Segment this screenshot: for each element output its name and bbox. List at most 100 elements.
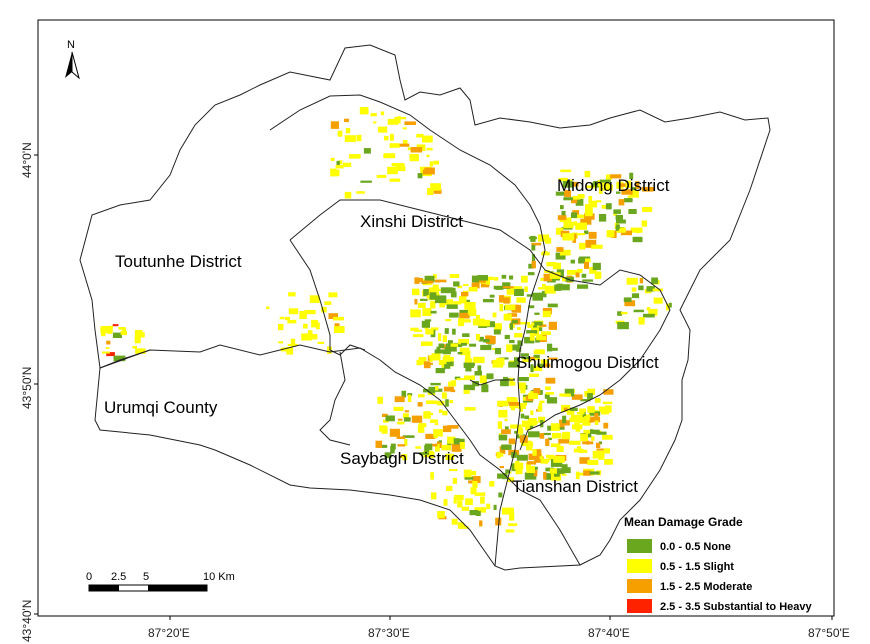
damage-patch xyxy=(534,312,540,315)
damage-patch xyxy=(564,388,575,397)
damage-patch xyxy=(516,297,526,303)
damage-patch xyxy=(474,492,486,496)
damage-patch xyxy=(438,343,445,349)
damage-patch xyxy=(602,401,613,404)
damage-patch xyxy=(448,381,453,387)
damage-patch xyxy=(288,308,299,315)
damage-patch xyxy=(376,174,387,178)
svg-text:0: 0 xyxy=(86,571,92,583)
damage-patch xyxy=(433,160,439,165)
damage-patch xyxy=(527,418,537,426)
damage-patches xyxy=(100,107,672,533)
damage-patch xyxy=(591,244,603,249)
damage-patch xyxy=(554,471,560,477)
damage-patch xyxy=(578,472,589,476)
damage-patch xyxy=(418,357,427,365)
damage-patch xyxy=(568,407,578,411)
damage-patch xyxy=(425,433,436,439)
damage-patch xyxy=(648,308,658,316)
damage-patch xyxy=(577,194,585,199)
damage-patch xyxy=(668,302,672,308)
damage-patch xyxy=(629,190,639,198)
damage-patch xyxy=(478,325,487,328)
damage-patch xyxy=(363,148,371,154)
damage-patch xyxy=(532,292,543,301)
damage-patch xyxy=(430,310,437,314)
damage-patch xyxy=(537,234,549,242)
damage-patch xyxy=(136,332,145,338)
damage-patch xyxy=(440,287,453,294)
damage-patch xyxy=(418,394,425,398)
damage-patch xyxy=(585,239,597,248)
damage-patch xyxy=(646,307,651,311)
damage-patch xyxy=(504,418,508,422)
damage-patch xyxy=(538,292,547,298)
damage-patch xyxy=(527,272,535,276)
damage-patch xyxy=(396,436,406,439)
damage-patch xyxy=(561,226,573,230)
damage-patch xyxy=(533,322,537,330)
damage-patch xyxy=(629,172,634,180)
damage-patch xyxy=(538,234,542,240)
damage-patch xyxy=(439,301,445,308)
damage-patch xyxy=(579,256,591,263)
damage-patch xyxy=(596,431,607,435)
damage-patch xyxy=(453,281,460,287)
damage-patch xyxy=(499,446,506,454)
damage-patch xyxy=(337,130,343,137)
damage-patch xyxy=(360,180,372,183)
damage-patch xyxy=(550,443,561,448)
damage-patch xyxy=(562,467,571,474)
damage-patch xyxy=(447,425,459,429)
damage-patch xyxy=(327,346,332,354)
damage-patch xyxy=(430,382,441,386)
damage-patch xyxy=(397,418,403,421)
damage-patch xyxy=(474,507,486,513)
damage-patch xyxy=(304,310,316,315)
legend-swatch-none xyxy=(627,539,652,553)
damage-patch xyxy=(443,499,448,506)
damage-patch xyxy=(558,178,568,182)
damage-patch xyxy=(449,469,458,472)
damage-patch xyxy=(641,220,648,227)
damage-patch xyxy=(515,469,523,475)
damage-patch xyxy=(555,191,567,196)
damage-patch xyxy=(530,410,534,416)
damage-patch xyxy=(450,380,455,385)
damage-patch xyxy=(630,187,637,191)
damage-patch xyxy=(521,440,531,446)
damage-patch xyxy=(623,297,632,302)
damage-patch xyxy=(498,492,503,498)
damage-patch xyxy=(553,455,565,463)
damage-patch xyxy=(555,252,566,260)
damage-patch xyxy=(548,437,552,441)
damage-patch xyxy=(480,496,485,504)
damage-patch xyxy=(548,347,558,351)
damage-patch xyxy=(464,302,476,310)
frame-ticks xyxy=(34,154,833,620)
damage-patch xyxy=(520,413,525,419)
damage-patch xyxy=(571,394,583,400)
district-label-toutunhe: Toutunhe District xyxy=(115,252,242,271)
damage-patch xyxy=(344,118,349,123)
damage-patch xyxy=(603,448,610,454)
damage-patch xyxy=(450,389,456,393)
damage-patch xyxy=(592,262,601,270)
damage-patch xyxy=(564,190,572,197)
damage-patch xyxy=(571,212,577,218)
damage-patch xyxy=(280,347,290,352)
damage-patch xyxy=(616,227,626,233)
damage-patch xyxy=(558,439,570,444)
damage-patch xyxy=(524,336,535,344)
legend-label-heavy: 2.5 - 3.5 Substantial to Heavy xyxy=(660,601,812,613)
damage-patch xyxy=(476,334,480,341)
legend-swatch-heavy xyxy=(627,599,652,613)
damage-patch xyxy=(461,506,469,511)
damage-patch xyxy=(579,242,586,250)
damage-patch xyxy=(531,322,535,326)
damage-patch xyxy=(536,363,545,367)
damage-patch xyxy=(444,364,451,369)
damage-patch xyxy=(486,503,491,510)
damage-patch xyxy=(303,323,308,329)
